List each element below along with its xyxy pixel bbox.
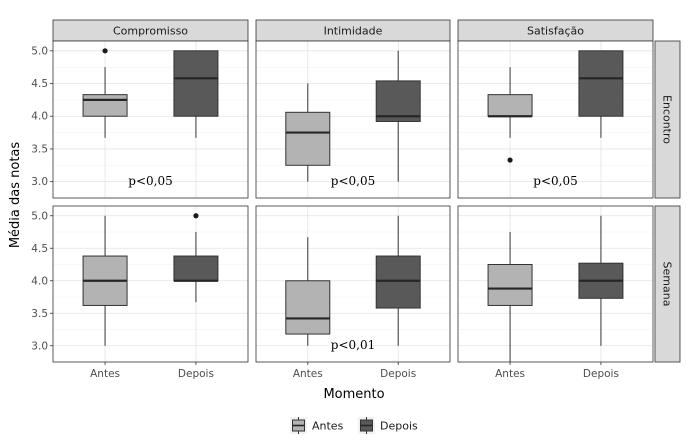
outlier-point xyxy=(507,157,513,163)
x-axis-title: Momento xyxy=(323,387,384,402)
outlier-point xyxy=(193,213,199,219)
box-depois xyxy=(173,213,219,303)
box-iqr xyxy=(82,94,128,117)
p-value-annotation: p<0,05 xyxy=(128,174,172,188)
y-tick-label: 5.0 xyxy=(31,210,48,222)
strip-label-intimidade: Intimidade xyxy=(324,25,383,38)
outlier-point xyxy=(102,48,108,54)
box-iqr xyxy=(173,255,219,282)
y-tick-label: 4.0 xyxy=(31,111,48,123)
box-depois xyxy=(375,215,421,346)
legend-entry-depois: Depois xyxy=(358,417,418,434)
panel-encontro-satisfacao: p<0,05 xyxy=(457,40,654,199)
legend: Antes Depois xyxy=(290,417,418,434)
legend-label: Depois xyxy=(380,420,418,433)
box-antes xyxy=(82,48,128,138)
box-depois xyxy=(578,215,624,346)
axes-layer: 3.0 3.5 4.0 4.5 5.0 3.0 3.5 4.0 4.5 5.0 Antes Depoi… xyxy=(31,45,619,380)
x-tick-label-antes: Antes xyxy=(495,368,525,380)
box-iqr xyxy=(487,94,533,117)
p-value-annotation: p<0,01 xyxy=(331,338,375,352)
strip-label-encontro: Encontro xyxy=(661,95,674,144)
box-antes xyxy=(285,237,331,346)
y-tick-label: 4.0 xyxy=(31,275,48,287)
box-depois xyxy=(578,50,624,138)
box-antes xyxy=(82,215,128,346)
panel-semana-compromisso xyxy=(52,205,249,363)
x-tick-label-depois: Depois xyxy=(380,368,416,380)
panel-border xyxy=(52,40,249,199)
panel-border xyxy=(457,205,654,363)
y-tick-label: 3.5 xyxy=(31,308,48,320)
panels-layer: Compromisso Intimidade Satisfação Encontro S… xyxy=(52,19,681,363)
x-tick-label-depois: Depois xyxy=(583,368,619,380)
x-tick-label-antes: Antes xyxy=(90,368,120,380)
strip-label-satisfacao: Satisfação xyxy=(527,25,584,38)
box-iqr xyxy=(375,80,421,122)
panel-border xyxy=(52,205,249,363)
box-iqr xyxy=(285,111,331,166)
box-depois xyxy=(173,50,219,138)
box-iqr xyxy=(173,50,219,117)
box-iqr xyxy=(285,280,331,335)
panel-encontro-intimidade: p<0,05 xyxy=(255,40,451,199)
y-tick-label: 4.5 xyxy=(31,78,48,90)
panel-encontro-compromisso: p<0,05 xyxy=(52,40,249,199)
y-tick-label: 3.0 xyxy=(31,176,48,188)
panel-border xyxy=(255,40,451,199)
x-tick-label-antes: Antes xyxy=(293,368,323,380)
y-tick-label: 3.0 xyxy=(31,340,48,352)
y-tick-label: 5.0 xyxy=(31,45,48,57)
x-tick-label-depois: Depois xyxy=(178,368,214,380)
strip-label-compromisso: Compromisso xyxy=(113,25,188,38)
box-antes xyxy=(487,232,533,362)
strip-semana xyxy=(654,205,681,363)
y-tick-label: 3.5 xyxy=(31,143,48,155)
legend-label: Antes xyxy=(312,420,344,433)
panel-background xyxy=(458,206,653,362)
strip-label-semana: Semana xyxy=(661,262,674,307)
box-antes xyxy=(285,83,331,182)
panel-background xyxy=(53,206,248,362)
p-value-annotation: p<0,05 xyxy=(331,174,375,188)
box-iqr xyxy=(375,255,421,309)
y-tick-label: 4.5 xyxy=(31,243,48,255)
box-antes xyxy=(487,67,533,163)
p-value-annotation: p<0,05 xyxy=(533,174,577,188)
panel-semana-intimidade: p<0,01 xyxy=(255,205,451,363)
box-depois xyxy=(375,50,421,182)
legend-entry-antes: Antes xyxy=(290,417,344,434)
strip-encontro xyxy=(654,40,681,199)
panel-border xyxy=(457,40,654,199)
panel-border xyxy=(255,205,451,363)
box-iqr xyxy=(487,264,533,306)
y-axis-title: Média das notas xyxy=(8,142,23,249)
box-iqr xyxy=(578,50,624,117)
panel-semana-satisfacao xyxy=(457,205,654,363)
